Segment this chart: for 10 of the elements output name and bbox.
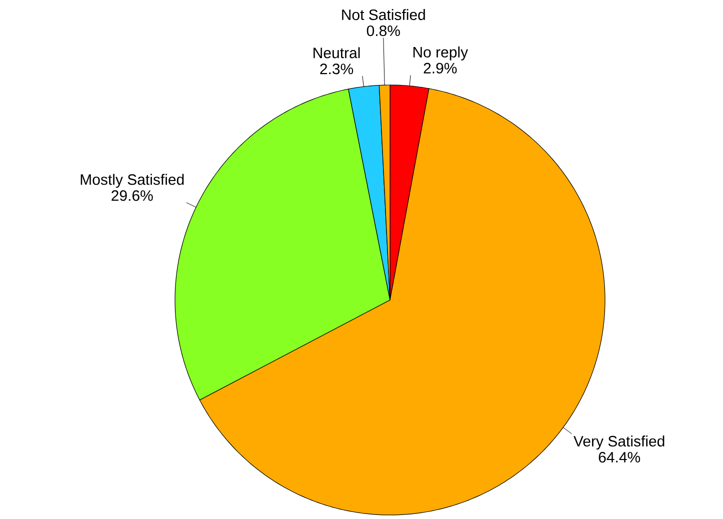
- slice-label: Mostly Satisfied: [80, 174, 184, 188]
- data-label: 64.4%: [598, 452, 640, 463]
- data-label: 2.9%: [424, 62, 457, 74]
- slice-label: No reply: [413, 46, 468, 60]
- data-label: 2.3%: [320, 64, 354, 74]
- data-label: 0.8%: [366, 25, 400, 36]
- slice-label: Very Satisfied: [574, 436, 664, 450]
- slice-label: Neutral: [314, 47, 360, 58]
- slice-label: Not Satisfied: [342, 9, 425, 20]
- data-label: 29.6%: [112, 190, 153, 201]
